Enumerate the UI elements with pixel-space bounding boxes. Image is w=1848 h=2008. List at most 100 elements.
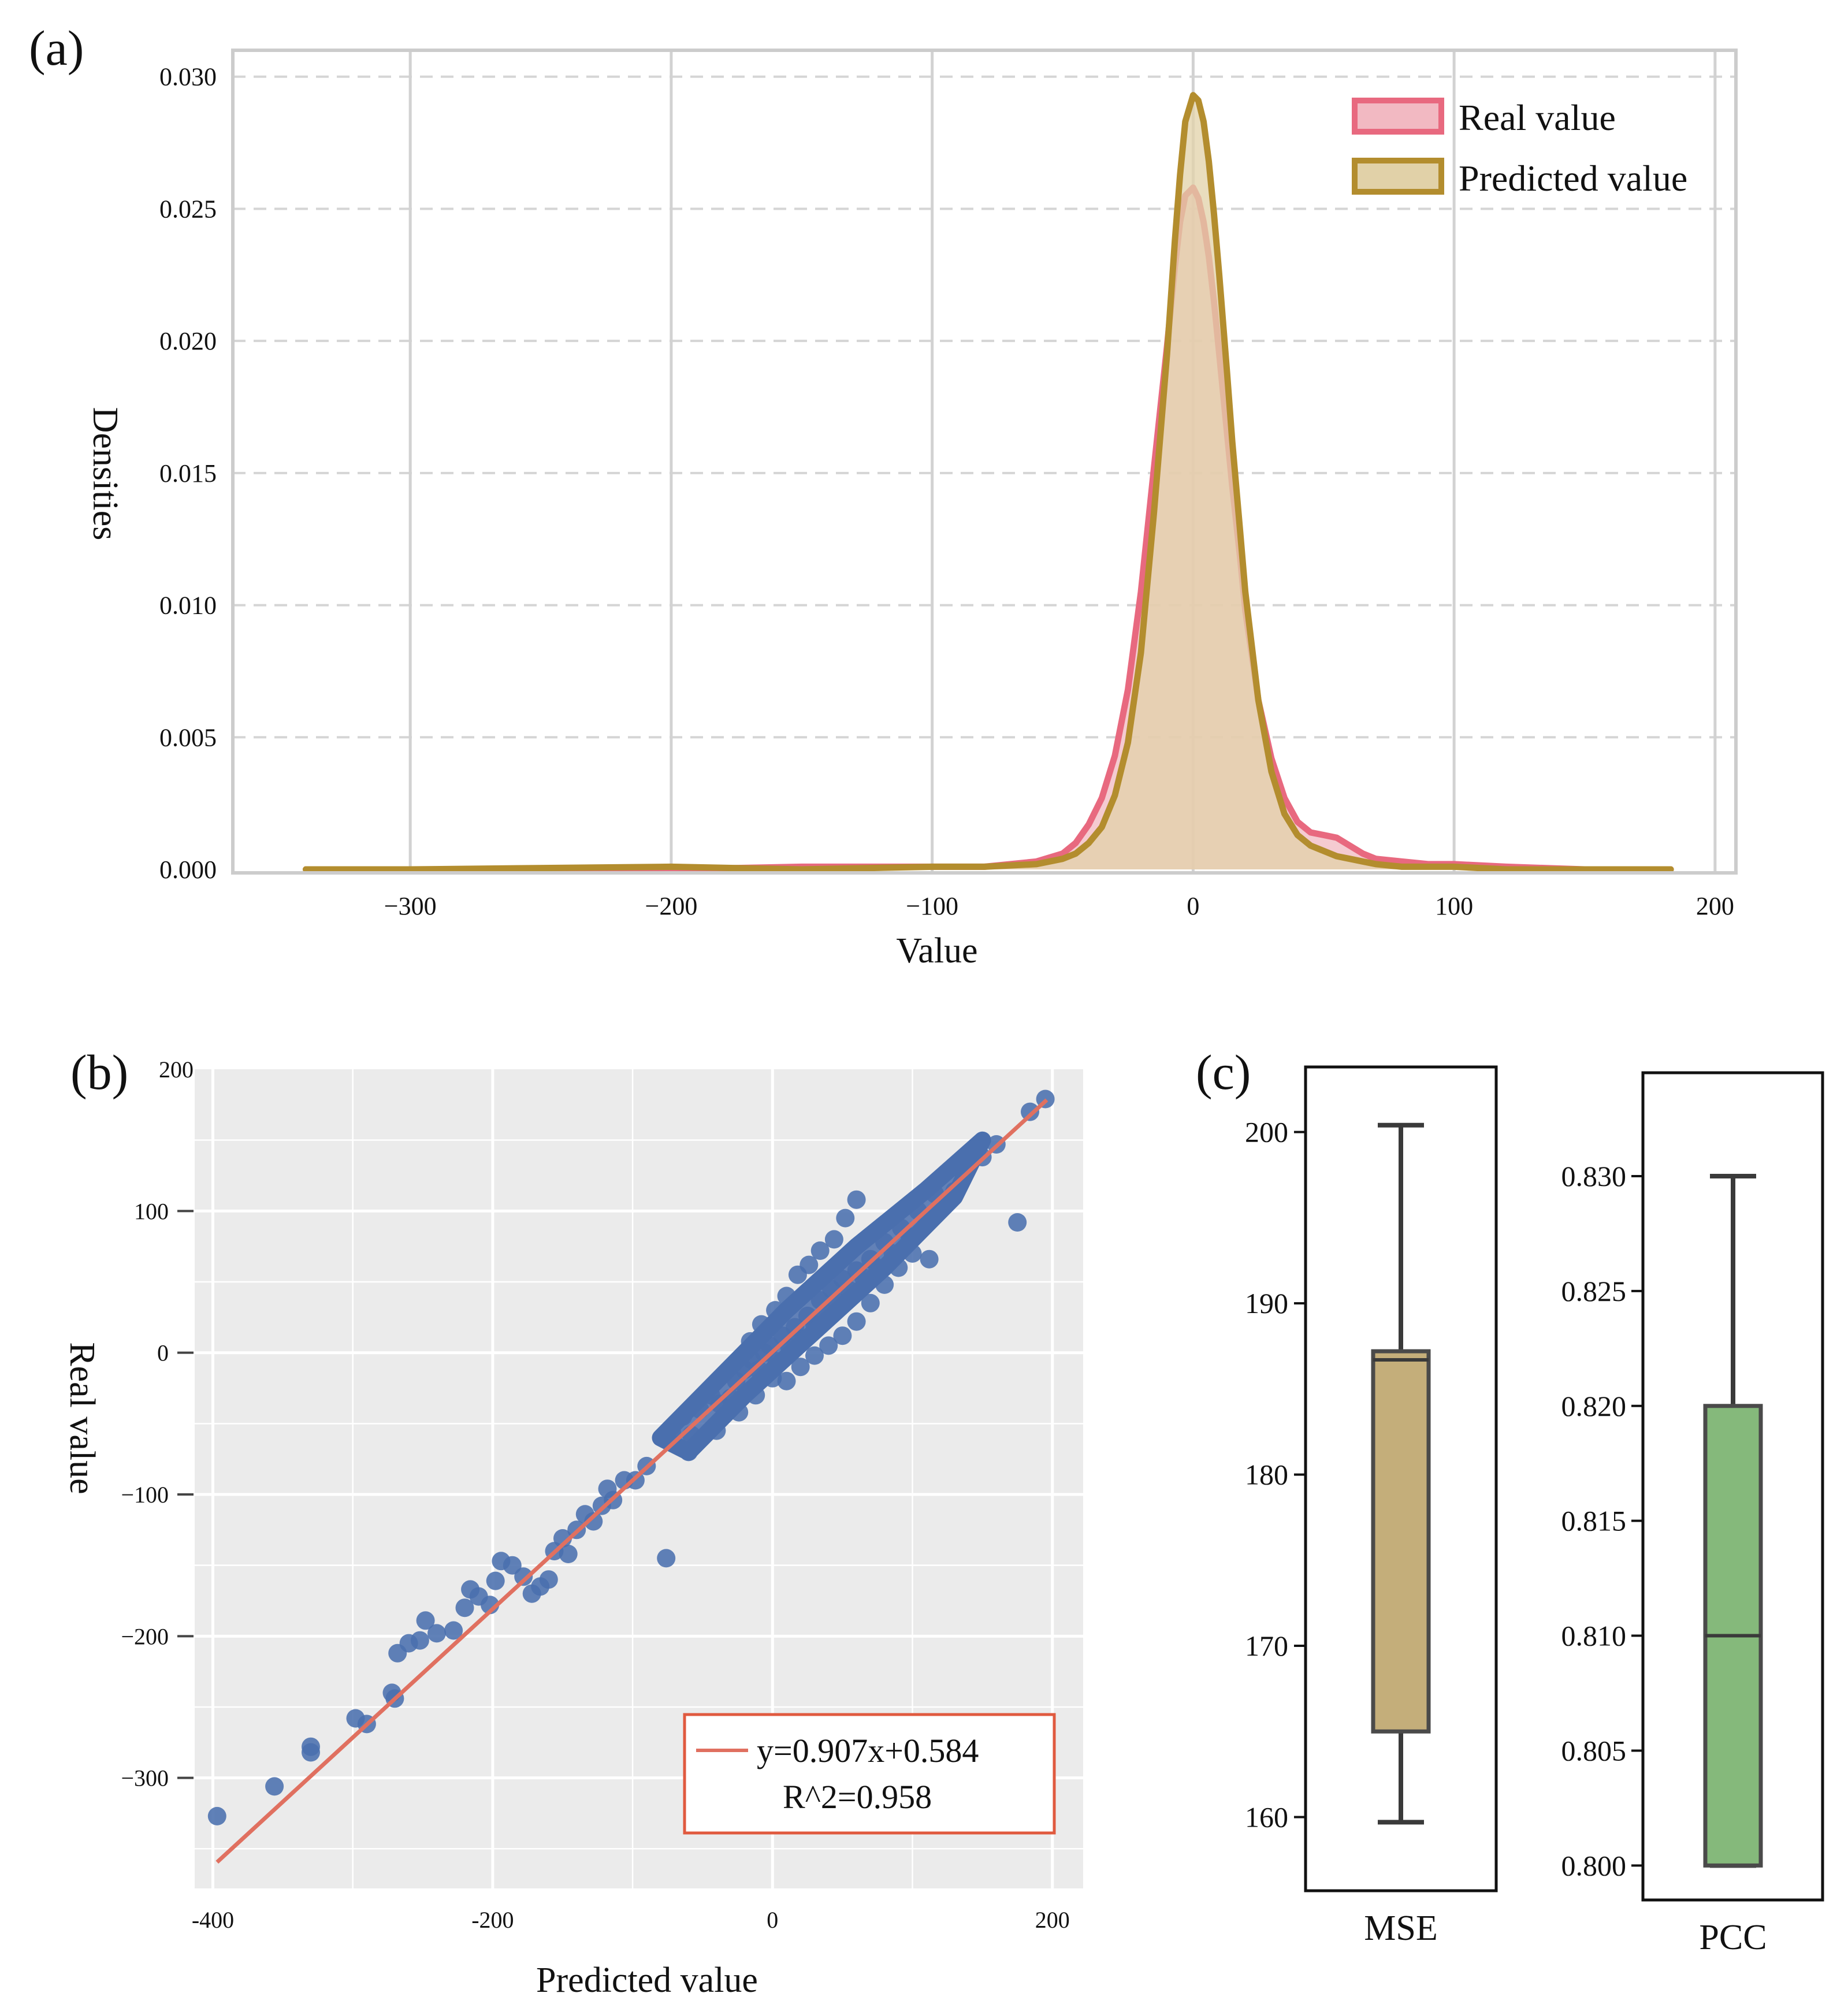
- panel-b-fit-line: [215, 1098, 1048, 1864]
- b-point: [207, 1806, 226, 1825]
- b-point: [810, 1241, 830, 1260]
- b-point: [427, 1624, 446, 1643]
- b-point: [657, 1549, 676, 1568]
- b-point: [819, 1336, 838, 1355]
- legend-b-equation: y=0.907x+0.584: [757, 1732, 979, 1769]
- a-ytick-label: 0.005: [159, 723, 217, 752]
- b-point: [777, 1371, 796, 1390]
- a-ytick-label: 0.010: [159, 592, 217, 620]
- a-xtick-label: −300: [384, 892, 437, 920]
- c-ytick-label: 0.800: [1561, 1849, 1627, 1881]
- b-point: [1021, 1102, 1039, 1121]
- b-point: [791, 1358, 810, 1377]
- panel-b-legend: y=0.907x+0.584 R^2=0.958: [683, 1713, 1056, 1835]
- b-ytick-label: 200: [159, 1057, 194, 1083]
- c-ytick-label: 0.815: [1561, 1505, 1627, 1537]
- c-ytick-label: 170: [1245, 1630, 1288, 1662]
- panel-b-ticks: -400 -200 0 200 200 100 0 −100 −200 −300: [121, 1057, 1069, 1933]
- b-point: [847, 1190, 866, 1209]
- panel-a-ylabel: Densities: [85, 407, 125, 541]
- b-point: [824, 1230, 843, 1249]
- b-point: [836, 1208, 855, 1228]
- b-point: [455, 1598, 474, 1617]
- a-series-line-1: [303, 92, 1674, 873]
- c-frame: [1304, 1065, 1498, 1892]
- b-point: [410, 1631, 429, 1650]
- panel-a-label: (a): [29, 20, 84, 76]
- panel-c-pcc: 0.800 0.805 0.810 0.815 0.820 0.825 0.830 PCC: [1561, 1071, 1824, 1957]
- b-point: [847, 1312, 866, 1331]
- panel-a-series: [303, 92, 1674, 873]
- b-ytick-label: 100: [134, 1198, 169, 1224]
- a-ytick-label: 0.020: [159, 327, 217, 355]
- b-xtick-label: 0: [767, 1907, 778, 1933]
- b-xtick-label: -400: [192, 1907, 234, 1933]
- legend-b-frame: [683, 1713, 1056, 1835]
- c-ytick-label: 180: [1245, 1459, 1288, 1491]
- c-ytick-label: 190: [1245, 1287, 1288, 1319]
- c-xlabel: MSE: [1364, 1909, 1437, 1948]
- a-series-line-0: [303, 184, 1674, 873]
- a-xtick-label: −100: [906, 892, 958, 920]
- a-xtick-label: 0: [1187, 892, 1199, 920]
- b-ytick-label: −100: [121, 1482, 169, 1508]
- b-xtick-label: -200: [471, 1907, 514, 1933]
- c-ytick-label: 0.810: [1561, 1620, 1627, 1652]
- c-ytick-label: 200: [1245, 1116, 1288, 1148]
- b-point: [539, 1570, 558, 1589]
- a-series-fill-0: [306, 187, 1671, 869]
- legend-swatch-real: [1352, 98, 1444, 135]
- legend-label-predicted: Predicted value: [1459, 158, 1687, 199]
- panel-b-ylabel: Real value: [62, 1342, 102, 1494]
- c-ytick-label: 0.830: [1561, 1160, 1627, 1192]
- b-point: [833, 1326, 852, 1345]
- panel-b-points: [207, 1089, 1055, 1825]
- b-point: [805, 1346, 824, 1365]
- a-xtick-label: −200: [645, 892, 698, 920]
- a-ytick-label: 0.015: [159, 459, 217, 488]
- b-point: [1008, 1213, 1027, 1232]
- b-point: [584, 1512, 603, 1531]
- panel-a-xlabel: Value: [896, 931, 977, 970]
- legend-b-r2: R^2=0.958: [783, 1778, 932, 1816]
- c-xlabel: PCC: [1699, 1918, 1767, 1957]
- c-ytick-label: 0.825: [1561, 1275, 1627, 1307]
- panel-b-xlabel: Predicted value: [536, 1961, 758, 2000]
- b-ytick-label: −300: [121, 1765, 169, 1791]
- b-point: [861, 1293, 880, 1312]
- c-frame: [1641, 1071, 1824, 1902]
- legend-swatch-predicted: [1352, 158, 1444, 195]
- panel-b-grid: [195, 1069, 1083, 1888]
- b-point: [302, 1737, 320, 1756]
- b-point: [514, 1567, 533, 1586]
- b-point: [486, 1571, 505, 1590]
- b-point: [920, 1250, 939, 1269]
- b-point-cloud: [652, 1131, 991, 1461]
- b-xtick-label: 200: [1035, 1907, 1070, 1933]
- panel-b-label: (b): [70, 1044, 128, 1100]
- a-xtick-label: 200: [1696, 892, 1734, 920]
- panel-a-frame: [231, 49, 1738, 875]
- b-ytick-label: 0: [157, 1340, 169, 1366]
- b-ytick-label: −200: [121, 1623, 169, 1649]
- c-ytick-label: 0.805: [1561, 1734, 1627, 1767]
- panel-c-mse: 160 170 180 190 200 MSE: [1245, 1065, 1498, 1948]
- c-ytick-label: 0.820: [1561, 1390, 1627, 1422]
- b-point: [800, 1255, 819, 1274]
- b-point: [444, 1621, 463, 1640]
- b-point: [416, 1611, 435, 1630]
- panel-a-ticks: 0.000 0.005 0.010 0.015 0.020 0.025 0.030 −300 −…: [159, 63, 1734, 920]
- c-ytick-label: 160: [1245, 1801, 1288, 1834]
- a-ytick-label: 0.025: [159, 195, 217, 223]
- b-point: [559, 1545, 578, 1563]
- b-point: [265, 1777, 284, 1796]
- c-box: [1371, 1349, 1431, 1734]
- a-series-fill-1: [306, 95, 1671, 869]
- b-point: [503, 1556, 522, 1575]
- legend-label-real: Real value: [1459, 97, 1616, 138]
- a-ytick-label: 0.000: [159, 856, 217, 884]
- a-xtick-label: 100: [1435, 892, 1473, 920]
- a-ytick-label: 0.030: [159, 63, 217, 91]
- panel-a-legend: Real value Predicted value: [1352, 97, 1687, 199]
